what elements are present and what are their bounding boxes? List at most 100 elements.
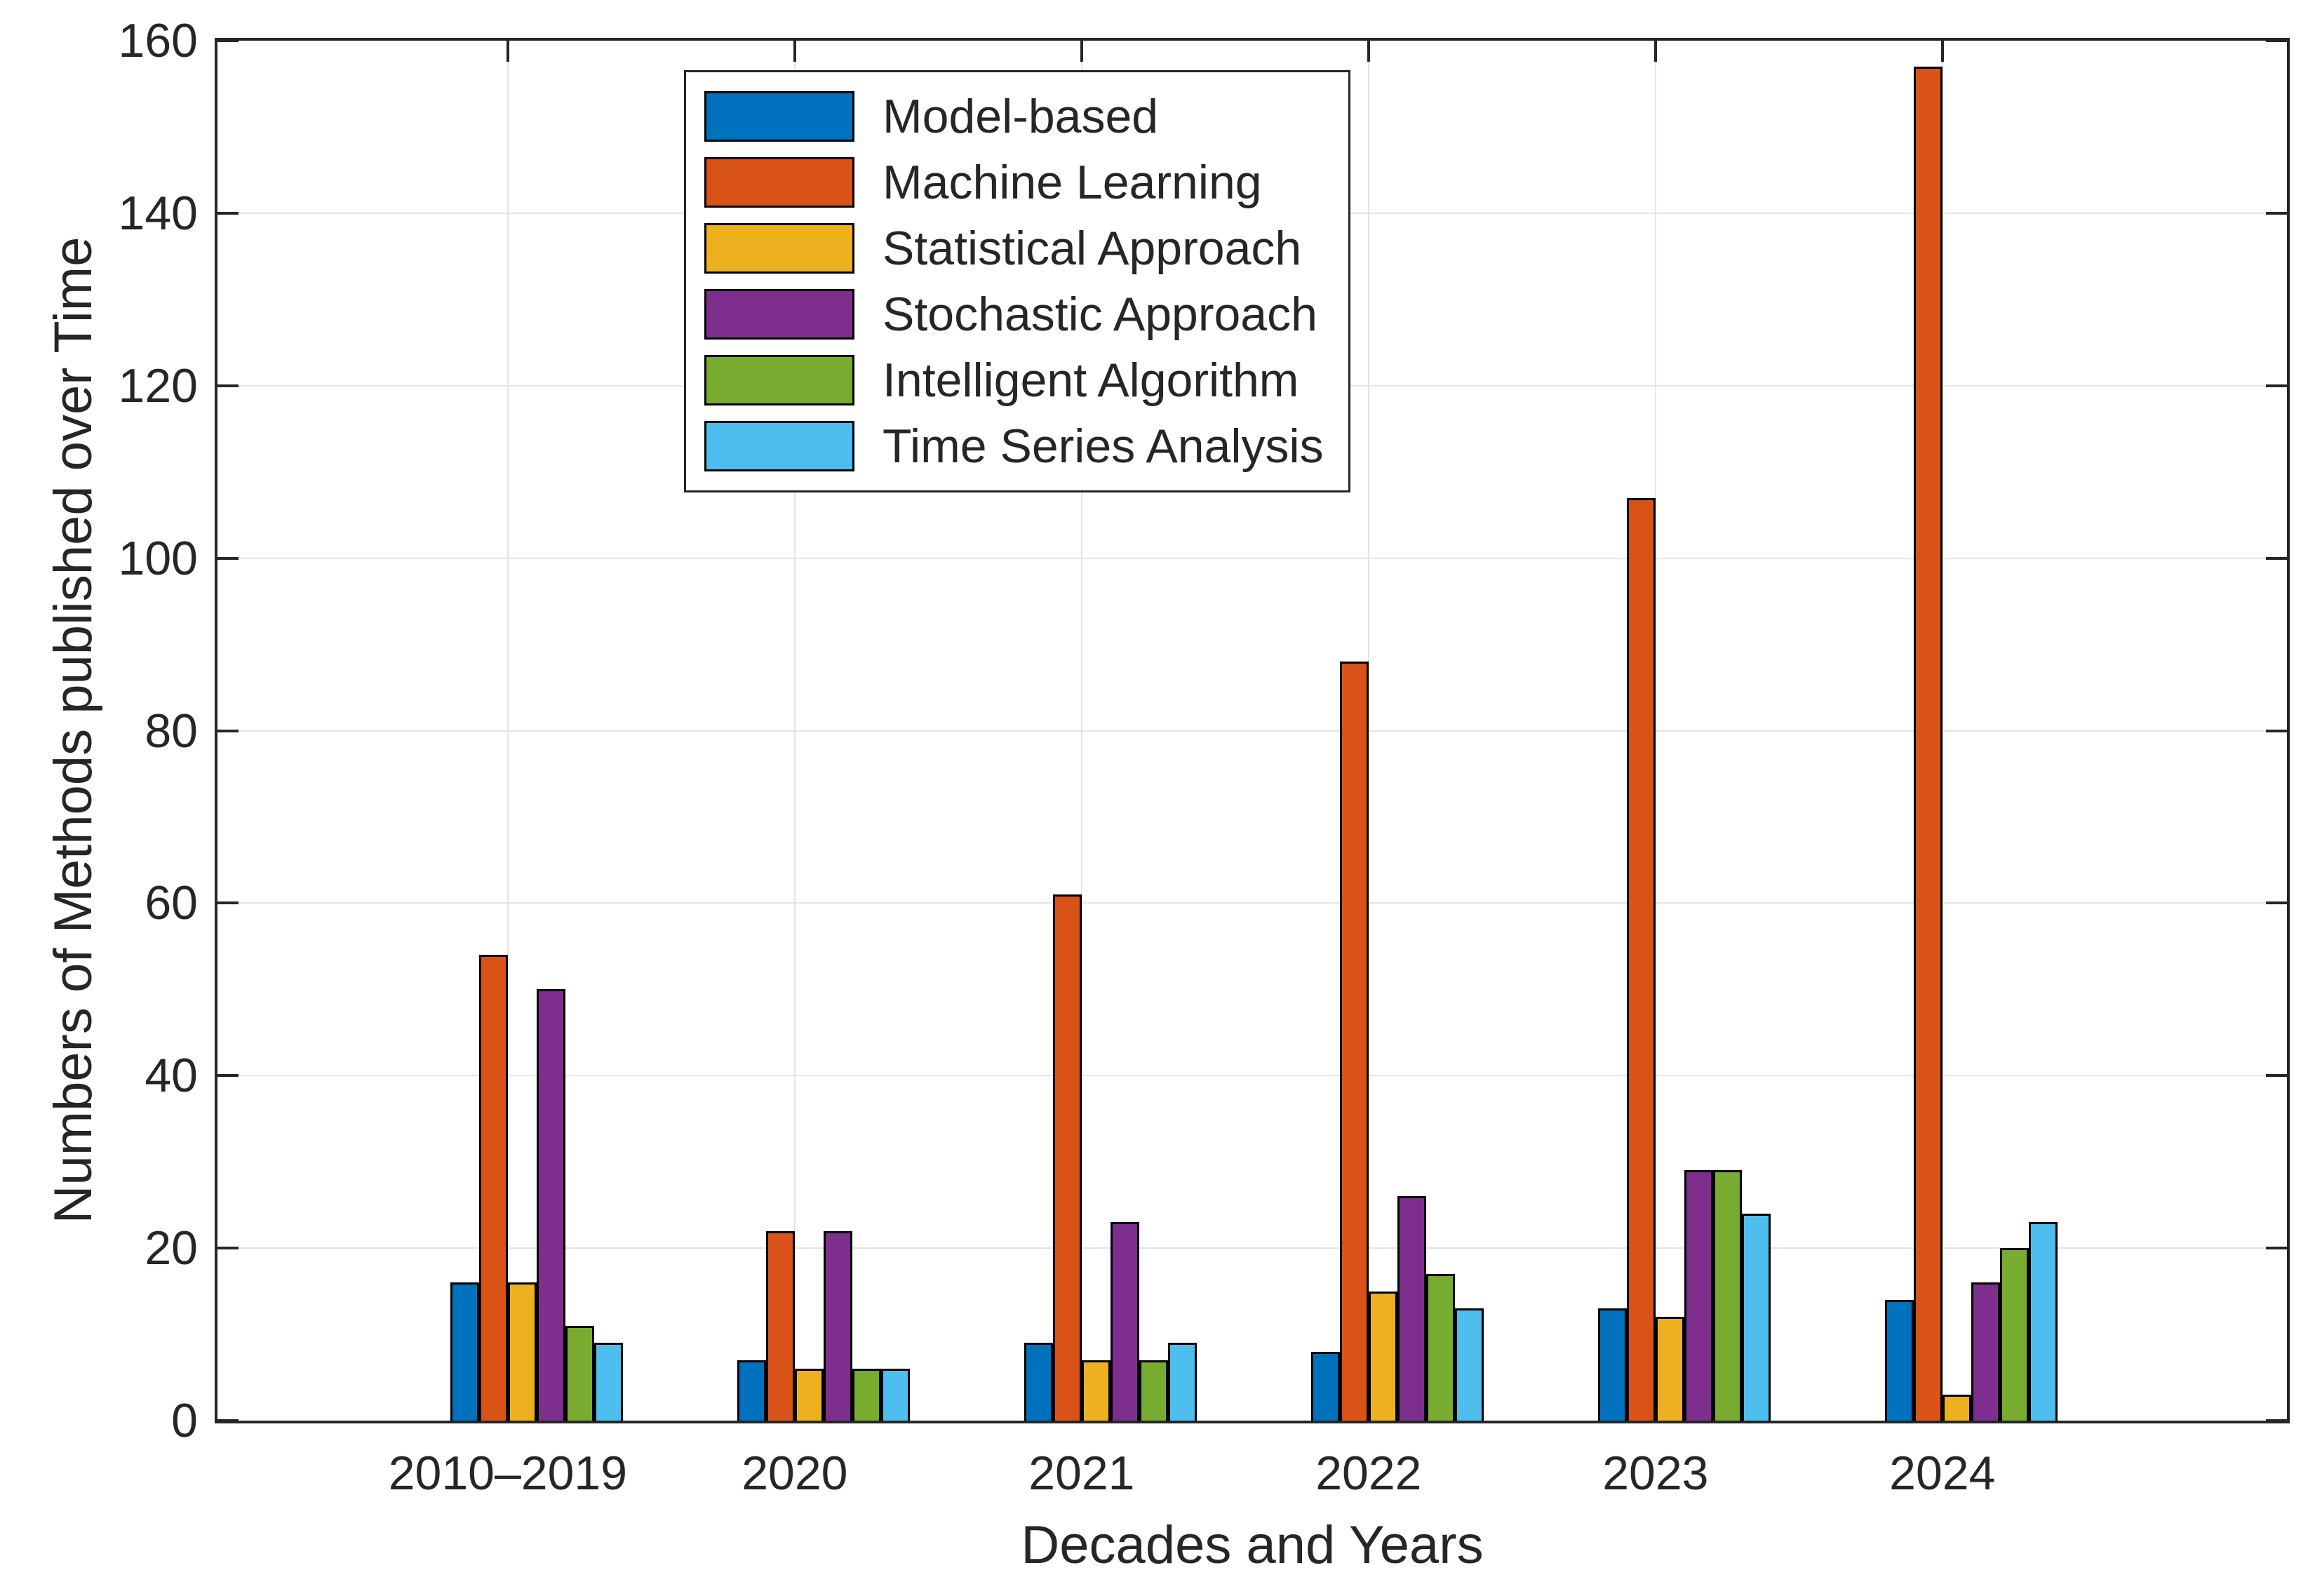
bar-group xyxy=(737,1231,910,1421)
bar xyxy=(450,1282,479,1421)
horizontal-gridline xyxy=(217,1247,2287,1249)
bar xyxy=(565,1326,594,1421)
y-tick-label: 100 xyxy=(118,531,198,585)
legend-label: Time Series Analysis xyxy=(883,420,1324,473)
legend: Model-based Machine Learning Statistical A… xyxy=(684,70,1350,492)
bar-group xyxy=(1884,67,2058,1421)
legend-swatch xyxy=(704,355,854,405)
bar xyxy=(823,1231,852,1421)
vertical-gridline xyxy=(1654,41,1656,1421)
bar xyxy=(507,1282,537,1421)
x-tick-label: 2023 xyxy=(1602,1447,1709,1500)
y-axis-tick-left xyxy=(217,211,239,215)
y-axis-tick-left xyxy=(217,1074,239,1078)
y-axis-tick-left xyxy=(217,901,239,905)
bar-group xyxy=(450,955,623,1421)
bar xyxy=(765,1231,795,1421)
horizontal-gridline xyxy=(217,902,2287,904)
y-axis-tick-right xyxy=(2266,1247,2287,1250)
x-tick-label: 2020 xyxy=(742,1447,848,1500)
bar xyxy=(1110,1222,1139,1421)
y-axis-tick-right xyxy=(2266,556,2287,560)
y-axis-tick-left xyxy=(217,39,239,42)
y-axis-tick-left xyxy=(217,384,239,387)
legend-label: Model-based xyxy=(883,90,1159,143)
x-axis-tick-top xyxy=(1367,41,1370,62)
legend-label: Machine Learning xyxy=(883,156,1262,209)
bar xyxy=(593,1343,623,1421)
bar xyxy=(2028,1222,2058,1421)
x-tick-label: 2024 xyxy=(1889,1447,1996,1500)
x-axis-title: Decades and Years xyxy=(1021,1515,1484,1575)
legend-item: Statistical Approach xyxy=(686,215,1348,281)
bar xyxy=(1368,1292,1397,1421)
y-axis-tick-right xyxy=(2266,729,2287,732)
bar-group xyxy=(1597,498,1771,1421)
y-tick-label: 60 xyxy=(145,876,198,930)
legend-item: Time Series Analysis xyxy=(686,413,1348,479)
legend-item: Intelligent Algorithm xyxy=(686,347,1348,413)
bar xyxy=(1454,1308,1484,1421)
y-axis-tick-right xyxy=(2266,1419,2287,1422)
bar xyxy=(1024,1343,1053,1421)
legend-item: Stochastic Approach xyxy=(686,281,1348,347)
vertical-gridline xyxy=(1367,41,1369,1421)
y-axis-tick-right xyxy=(2266,211,2287,215)
bar xyxy=(737,1360,766,1421)
y-axis-tick-right xyxy=(2266,384,2287,387)
y-axis-tick-left xyxy=(217,1419,239,1422)
bar xyxy=(1167,1343,1197,1421)
horizontal-gridline xyxy=(217,557,2287,559)
x-axis-tick-top xyxy=(1940,41,1944,62)
legend-item: Model-based xyxy=(686,83,1348,149)
vertical-gridline xyxy=(506,41,509,1421)
bar xyxy=(1597,1308,1627,1421)
vertical-gridline xyxy=(1080,41,1082,1421)
bar xyxy=(852,1369,881,1421)
vertical-gridline xyxy=(793,41,796,1421)
bar-group xyxy=(1024,894,1197,1421)
bar xyxy=(1339,662,1369,1421)
legend-swatch xyxy=(704,223,854,274)
legend-item: Machine Learning xyxy=(686,149,1348,215)
x-axis-tick-top xyxy=(1653,41,1657,62)
y-tick-label: 120 xyxy=(118,358,198,413)
bar xyxy=(1712,1170,1742,1421)
y-axis-tick-right xyxy=(2266,901,2287,905)
y-axis-tick-left xyxy=(217,1247,239,1250)
y-axis-tick-right xyxy=(2266,1074,2287,1078)
plot-area: Model-based Machine Learning Statistical A… xyxy=(215,38,2290,1423)
bar xyxy=(1655,1317,1684,1421)
legend-label: Stochastic Approach xyxy=(883,288,1317,341)
legend-swatch xyxy=(704,91,854,142)
bar xyxy=(1913,67,1943,1421)
y-tick-label: 0 xyxy=(171,1394,198,1447)
bar xyxy=(1971,1282,2000,1421)
y-axis-tick-left xyxy=(217,556,239,560)
y-axis-tick-right xyxy=(2266,39,2287,42)
legend-label: Statistical Approach xyxy=(883,222,1302,275)
horizontal-gridline xyxy=(217,730,2287,732)
bar xyxy=(794,1369,824,1421)
bar xyxy=(478,955,508,1421)
y-tick-label: 160 xyxy=(118,14,198,67)
bar xyxy=(1081,1360,1111,1421)
y-tick-label: 140 xyxy=(118,186,198,240)
bar xyxy=(1884,1300,1914,1421)
bar xyxy=(1310,1352,1340,1421)
x-tick-label: 2021 xyxy=(1028,1447,1135,1500)
legend-swatch xyxy=(704,289,854,340)
bar xyxy=(1942,1395,1971,1421)
x-axis-tick-top xyxy=(793,41,796,62)
x-tick-label: 2022 xyxy=(1315,1447,1422,1500)
bar xyxy=(536,989,565,1421)
legend-swatch xyxy=(704,421,854,471)
bar xyxy=(880,1369,910,1421)
x-axis-tick-top xyxy=(506,41,509,62)
y-tick-label: 40 xyxy=(145,1049,198,1103)
bar-group xyxy=(1310,662,1484,1421)
y-axis-tick-left xyxy=(217,729,239,732)
x-tick-label: 2010–2019 xyxy=(388,1447,628,1500)
legend-swatch xyxy=(704,157,854,208)
